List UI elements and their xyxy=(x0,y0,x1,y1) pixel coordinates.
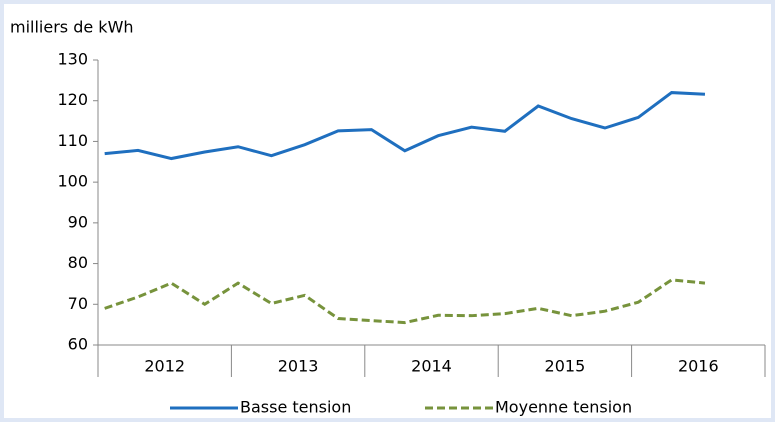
x-tick-label: 2013 xyxy=(278,357,319,376)
y-tick-label: 120 xyxy=(57,90,88,109)
x-tick-label: 2012 xyxy=(144,357,185,376)
legend-label: Basse tension xyxy=(240,398,351,417)
series-line xyxy=(104,278,706,325)
legend-label: Moyenne tension xyxy=(495,398,632,417)
y-tick-label: 100 xyxy=(57,172,88,191)
x-tick-label: 2016 xyxy=(678,357,719,376)
series-line xyxy=(104,91,706,161)
panel xyxy=(4,4,771,418)
x-tick-label: 2015 xyxy=(545,357,586,376)
y-axis-label: milliers de kWh xyxy=(10,18,134,37)
y-tick-label: 80 xyxy=(68,253,88,272)
x-tick-label: 2014 xyxy=(411,357,452,376)
y-tick-label: 70 xyxy=(68,294,88,313)
y-tick-label: 60 xyxy=(68,335,88,354)
y-tick-label: 130 xyxy=(57,50,88,69)
y-tick-label: 110 xyxy=(57,131,88,150)
y-tick-label: 90 xyxy=(68,212,88,231)
